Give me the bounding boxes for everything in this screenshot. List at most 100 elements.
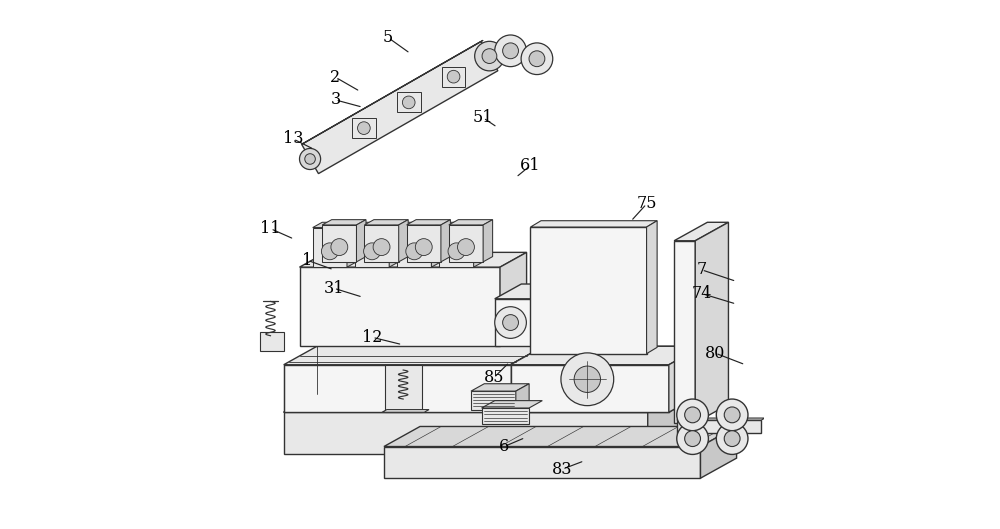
Polygon shape xyxy=(382,409,429,412)
Text: 51: 51 xyxy=(473,110,493,126)
Text: 2: 2 xyxy=(330,69,340,86)
Circle shape xyxy=(321,243,338,260)
Circle shape xyxy=(495,307,526,339)
Text: 5: 5 xyxy=(383,29,393,46)
Polygon shape xyxy=(300,267,500,346)
Polygon shape xyxy=(302,40,483,144)
Text: 11: 11 xyxy=(260,220,281,237)
Polygon shape xyxy=(511,365,669,412)
Polygon shape xyxy=(284,412,648,454)
Text: 61: 61 xyxy=(520,157,541,174)
Circle shape xyxy=(521,43,553,75)
Polygon shape xyxy=(442,67,465,87)
Polygon shape xyxy=(384,446,700,478)
Polygon shape xyxy=(674,222,728,241)
Polygon shape xyxy=(700,426,737,478)
Polygon shape xyxy=(355,227,389,267)
Text: 75: 75 xyxy=(636,195,657,212)
Circle shape xyxy=(503,315,518,331)
Circle shape xyxy=(503,43,518,59)
Polygon shape xyxy=(516,384,529,409)
Circle shape xyxy=(685,407,700,423)
Circle shape xyxy=(373,239,390,256)
Polygon shape xyxy=(547,284,574,346)
Circle shape xyxy=(685,431,700,446)
Polygon shape xyxy=(385,365,422,412)
Text: 1: 1 xyxy=(302,252,313,269)
Polygon shape xyxy=(482,400,542,408)
Polygon shape xyxy=(439,227,474,267)
Polygon shape xyxy=(669,346,702,412)
Polygon shape xyxy=(431,222,441,267)
Circle shape xyxy=(724,431,740,446)
Circle shape xyxy=(495,35,526,67)
Polygon shape xyxy=(500,252,527,346)
Circle shape xyxy=(482,49,497,63)
Polygon shape xyxy=(511,346,702,365)
Circle shape xyxy=(364,243,380,260)
Circle shape xyxy=(529,51,545,67)
Circle shape xyxy=(305,154,315,164)
Circle shape xyxy=(447,70,460,83)
Polygon shape xyxy=(399,220,408,262)
Circle shape xyxy=(300,149,321,169)
Polygon shape xyxy=(322,220,366,225)
Polygon shape xyxy=(495,284,574,299)
Polygon shape xyxy=(364,225,399,262)
Polygon shape xyxy=(495,299,547,346)
Polygon shape xyxy=(284,393,682,412)
Circle shape xyxy=(458,239,474,256)
Polygon shape xyxy=(355,222,399,227)
Text: 80: 80 xyxy=(705,344,725,362)
Polygon shape xyxy=(397,227,431,267)
Polygon shape xyxy=(471,391,516,409)
Circle shape xyxy=(574,366,601,393)
Polygon shape xyxy=(397,93,421,113)
Circle shape xyxy=(561,353,614,406)
Polygon shape xyxy=(407,225,441,262)
Polygon shape xyxy=(669,346,702,412)
Polygon shape xyxy=(322,225,356,262)
Text: 83: 83 xyxy=(552,461,573,478)
Polygon shape xyxy=(313,227,347,267)
Polygon shape xyxy=(677,420,761,433)
Polygon shape xyxy=(674,241,695,423)
Circle shape xyxy=(448,243,465,260)
Polygon shape xyxy=(449,225,483,262)
Polygon shape xyxy=(530,221,657,227)
Polygon shape xyxy=(647,221,657,354)
Polygon shape xyxy=(511,365,669,412)
Polygon shape xyxy=(284,393,682,412)
Text: 31: 31 xyxy=(324,280,344,297)
Circle shape xyxy=(402,96,415,109)
Polygon shape xyxy=(482,408,529,424)
Polygon shape xyxy=(300,252,527,267)
Polygon shape xyxy=(441,220,450,262)
Text: 74: 74 xyxy=(691,285,712,302)
Text: 3: 3 xyxy=(330,92,341,108)
Polygon shape xyxy=(384,426,737,446)
Circle shape xyxy=(406,243,423,260)
Polygon shape xyxy=(474,222,483,267)
Polygon shape xyxy=(397,222,441,227)
Circle shape xyxy=(358,122,370,134)
Text: 12: 12 xyxy=(362,329,383,346)
Text: 13: 13 xyxy=(283,131,303,148)
Text: 85: 85 xyxy=(483,369,504,387)
Circle shape xyxy=(716,399,748,431)
Circle shape xyxy=(677,423,708,454)
Polygon shape xyxy=(695,222,728,423)
Polygon shape xyxy=(389,222,399,267)
Text: 6: 6 xyxy=(499,438,509,455)
Circle shape xyxy=(716,423,748,454)
Polygon shape xyxy=(407,220,450,225)
Polygon shape xyxy=(471,384,529,391)
Polygon shape xyxy=(483,220,493,262)
Polygon shape xyxy=(449,220,493,225)
Circle shape xyxy=(475,41,504,71)
Polygon shape xyxy=(677,418,765,420)
Polygon shape xyxy=(511,346,702,365)
Polygon shape xyxy=(313,222,356,227)
Polygon shape xyxy=(302,41,498,174)
Circle shape xyxy=(331,239,348,256)
